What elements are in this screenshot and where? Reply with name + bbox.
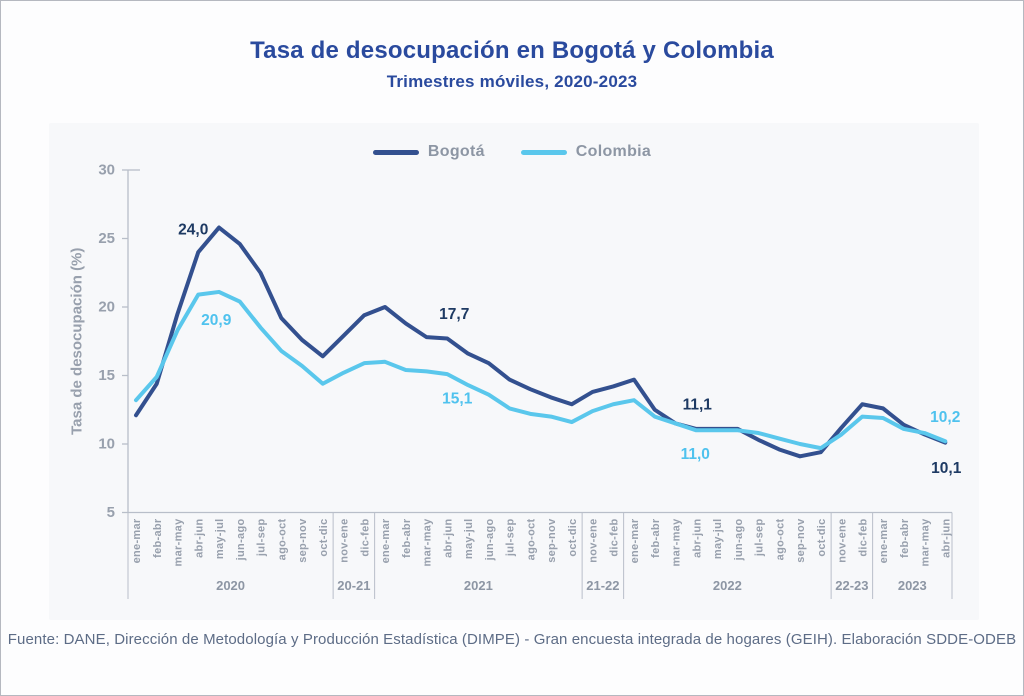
chart-header: Tasa de desocupación en Bogotá y Colombi… [1, 37, 1023, 92]
chart-legend: Bogotá Colombia [1, 143, 1023, 161]
bogota-line-swatch [372, 149, 419, 155]
page-subtitle: Trimestres móviles, 2020-2023 [386, 72, 638, 91]
colombia-line-swatch [520, 149, 567, 155]
page-title: Tasa de desocupación en Bogotá y Colombi… [250, 37, 774, 64]
source-note: Fuente: DANE, Dirección de Metodología y… [7, 631, 1017, 648]
legend-label-colombia: Colombia [575, 143, 652, 160]
chart-panel [49, 123, 979, 620]
legend-label-bogota: Bogotá [427, 143, 485, 160]
legend-item-bogota: Bogotá [372, 143, 485, 161]
legend-item-colombia: Colombia [520, 143, 652, 161]
